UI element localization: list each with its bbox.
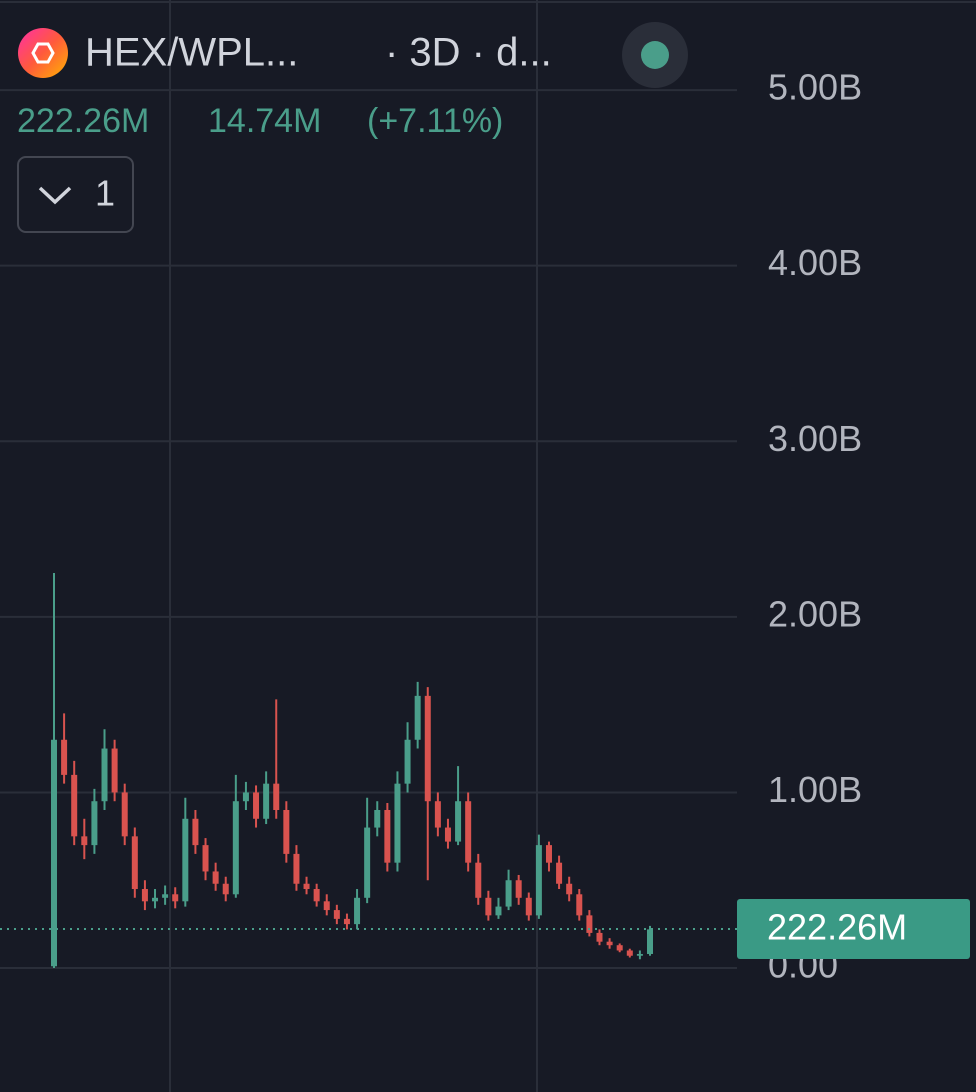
candle-body	[202, 845, 209, 872]
candle-body	[384, 810, 391, 863]
candle-body	[515, 880, 522, 898]
candle-body	[586, 915, 593, 933]
candle-body	[576, 894, 583, 916]
candle-body	[364, 827, 371, 898]
candle-body	[283, 810, 290, 854]
change: 14.74M	[208, 102, 321, 140]
candle-body	[596, 932, 603, 942]
price-label-bg	[737, 899, 970, 960]
candle-body	[374, 810, 381, 828]
candle-body	[525, 897, 532, 916]
candle-body	[647, 929, 653, 954]
candle-body	[505, 880, 512, 907]
interval: · 3D · d...	[385, 31, 552, 75]
y-tick-label: 3.00B	[768, 418, 862, 459]
candle-body	[495, 906, 502, 916]
candle-body	[636, 953, 643, 956]
candle-body	[566, 883, 573, 895]
candle-body	[91, 801, 98, 846]
candle-body	[626, 950, 633, 956]
candle-body	[71, 774, 78, 837]
candle-body	[404, 739, 411, 784]
candle-body	[313, 889, 320, 902]
candle-body	[121, 792, 128, 837]
candle-body	[162, 894, 169, 898]
candle-body	[182, 818, 189, 902]
candle-body	[323, 901, 330, 911]
change-pct: (+7.11%)	[367, 102, 503, 140]
price-label: 222.26M	[767, 907, 907, 948]
candle-body	[152, 897, 159, 902]
y-tick-label: 1.00B	[768, 769, 862, 810]
candle-body	[51, 739, 57, 967]
candle-body	[293, 853, 300, 884]
status-dot	[641, 41, 669, 69]
candle-body	[475, 862, 482, 898]
logo-hex	[31, 42, 55, 64]
header: HEX/WPL... · 3D · d... 222.26M 14.74M (+…	[17, 22, 688, 233]
indicator-toggle[interactable]	[17, 156, 134, 233]
candle-body	[616, 945, 623, 951]
candle-body	[222, 883, 229, 895]
candle-body	[101, 748, 108, 802]
candle-body	[232, 801, 239, 895]
candle-body	[545, 845, 552, 863]
candle-body	[333, 910, 340, 919]
candle-body	[212, 871, 219, 884]
chevron	[38, 186, 72, 205]
candle-body	[303, 883, 310, 890]
candle-body	[424, 695, 431, 802]
symbol-logo	[18, 28, 68, 78]
candle-body	[172, 894, 179, 902]
candle-body	[354, 897, 361, 925]
candle-body	[465, 801, 472, 863]
candle-body	[273, 783, 280, 811]
candle-body	[394, 783, 401, 863]
candle-body	[455, 801, 462, 842]
candle-body	[444, 827, 451, 842]
candle-body	[535, 845, 542, 916]
candle-body	[556, 862, 563, 884]
candle-body	[81, 836, 88, 846]
candle-body	[192, 818, 199, 846]
indicator-count: 1	[95, 173, 115, 214]
candle-body	[263, 783, 270, 819]
candle-body	[606, 941, 613, 946]
candle-body	[131, 836, 138, 890]
candle-body	[111, 748, 118, 793]
symbol: HEX/WPL...	[85, 31, 298, 75]
candle-body	[343, 918, 350, 925]
candle-body	[61, 739, 68, 775]
candle-body	[141, 889, 148, 902]
candle-body	[253, 792, 260, 819]
y-tick-label: 4.00B	[768, 242, 862, 283]
candle-body	[414, 695, 421, 740]
candle-body	[242, 792, 249, 802]
last-price: 222.26M	[17, 102, 149, 140]
candle-body	[485, 897, 492, 916]
y-tick-label: 5.00B	[768, 67, 862, 108]
candle-body	[434, 801, 441, 828]
y-tick-label: 2.00B	[768, 593, 862, 634]
